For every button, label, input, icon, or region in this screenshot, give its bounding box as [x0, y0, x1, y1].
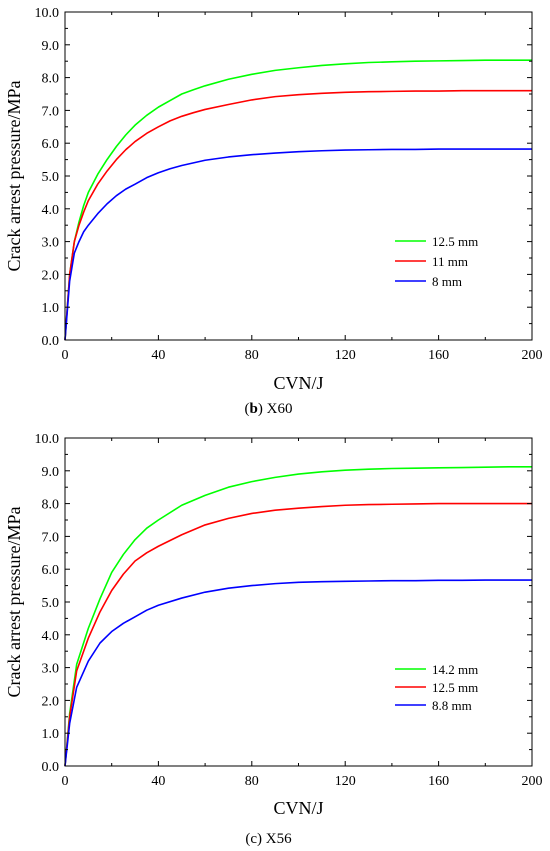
caption-text: ) X60 [258, 401, 293, 417]
figure-caption: (c) X56 [245, 831, 292, 847]
series-line-2 [64, 579, 532, 767]
series-line-0 [64, 59, 532, 341]
y-tick-label: 8.0 [42, 72, 60, 87]
x-tick-label: 120 [335, 774, 356, 789]
y-tick-label: 7.0 [42, 530, 60, 545]
y-tick-label: 1.0 [42, 727, 60, 742]
plot-frame [64, 437, 533, 767]
y-tick-label: 10.0 [35, 6, 60, 21]
x-tick-label: 160 [428, 348, 449, 363]
y-axis-title: Crack arrest pressure/MPa [4, 507, 24, 698]
legend-label-1: 12.5 mm [432, 680, 478, 695]
y-tick-label: 2.0 [42, 268, 60, 283]
x-tick-label: 80 [245, 774, 259, 789]
figure-caption: (b) X60 [245, 401, 293, 417]
x-tick-label: 120 [335, 348, 356, 363]
x-tick-label: 200 [522, 774, 543, 789]
x-tick-label: 80 [245, 348, 259, 363]
caption-paren-open: ( [245, 401, 250, 417]
x-tick-label: 0 [62, 348, 69, 363]
x-axis-title: CVN/J [273, 798, 323, 818]
chart-panel-x60: 0 40 80 120 160 200 0.0 1.0 2.0 3.0 4.0 5.0 6.0 7.0 8.… [4, 6, 543, 417]
y-tick-label: 9.0 [42, 39, 60, 54]
x-tick-label: 160 [428, 774, 449, 789]
series-line-1 [64, 89, 532, 341]
y-tick-label: 6.0 [42, 563, 60, 578]
legend-label-2: 8.8 mm [432, 698, 472, 713]
x-tick-label: 40 [151, 774, 165, 789]
y-tick-label: 7.0 [42, 104, 60, 119]
series-line-1 [64, 502, 532, 767]
series-line-2 [64, 148, 532, 341]
y-tick-label: 8.0 [42, 498, 60, 513]
legend-label-1: 11 mm [432, 254, 468, 269]
chart-panel-x56: 0 40 80 120 160 200 0.0 1.0 2.0 3.0 4.0 5.0 6.0 7.0 8.… [4, 432, 543, 847]
y-tick-label: 6.0 [42, 137, 60, 152]
y-tick-label: 9.0 [42, 465, 60, 480]
legend-label-0: 14.2 mm [432, 662, 478, 677]
y-tick-label: 4.0 [42, 629, 60, 644]
y-tick-label: 3.0 [42, 662, 60, 677]
y-tick-label: 4.0 [42, 203, 60, 218]
series-line-0 [64, 466, 532, 767]
legend-label-2: 8 mm [432, 274, 462, 289]
caption-letter: b [250, 401, 258, 417]
legend-label-0: 12.5 mm [432, 234, 478, 249]
y-tick-label: 1.0 [42, 301, 60, 316]
y-tick-label: 10.0 [35, 432, 60, 447]
y-tick-label: 0.0 [42, 760, 60, 775]
x-axis-title: CVN/J [273, 373, 323, 393]
y-tick-label: 3.0 [42, 236, 60, 251]
y-tick-label: 0.0 [42, 334, 60, 349]
y-tick-label: 2.0 [42, 694, 60, 709]
y-axis-title: Crack arrest pressure/MPa [4, 81, 24, 272]
y-tick-label: 5.0 [42, 170, 60, 185]
x-tick-label: 0 [62, 774, 69, 789]
x-tick-label: 200 [522, 348, 543, 363]
y-tick-label: 5.0 [42, 596, 60, 611]
x-tick-label: 40 [151, 348, 165, 363]
